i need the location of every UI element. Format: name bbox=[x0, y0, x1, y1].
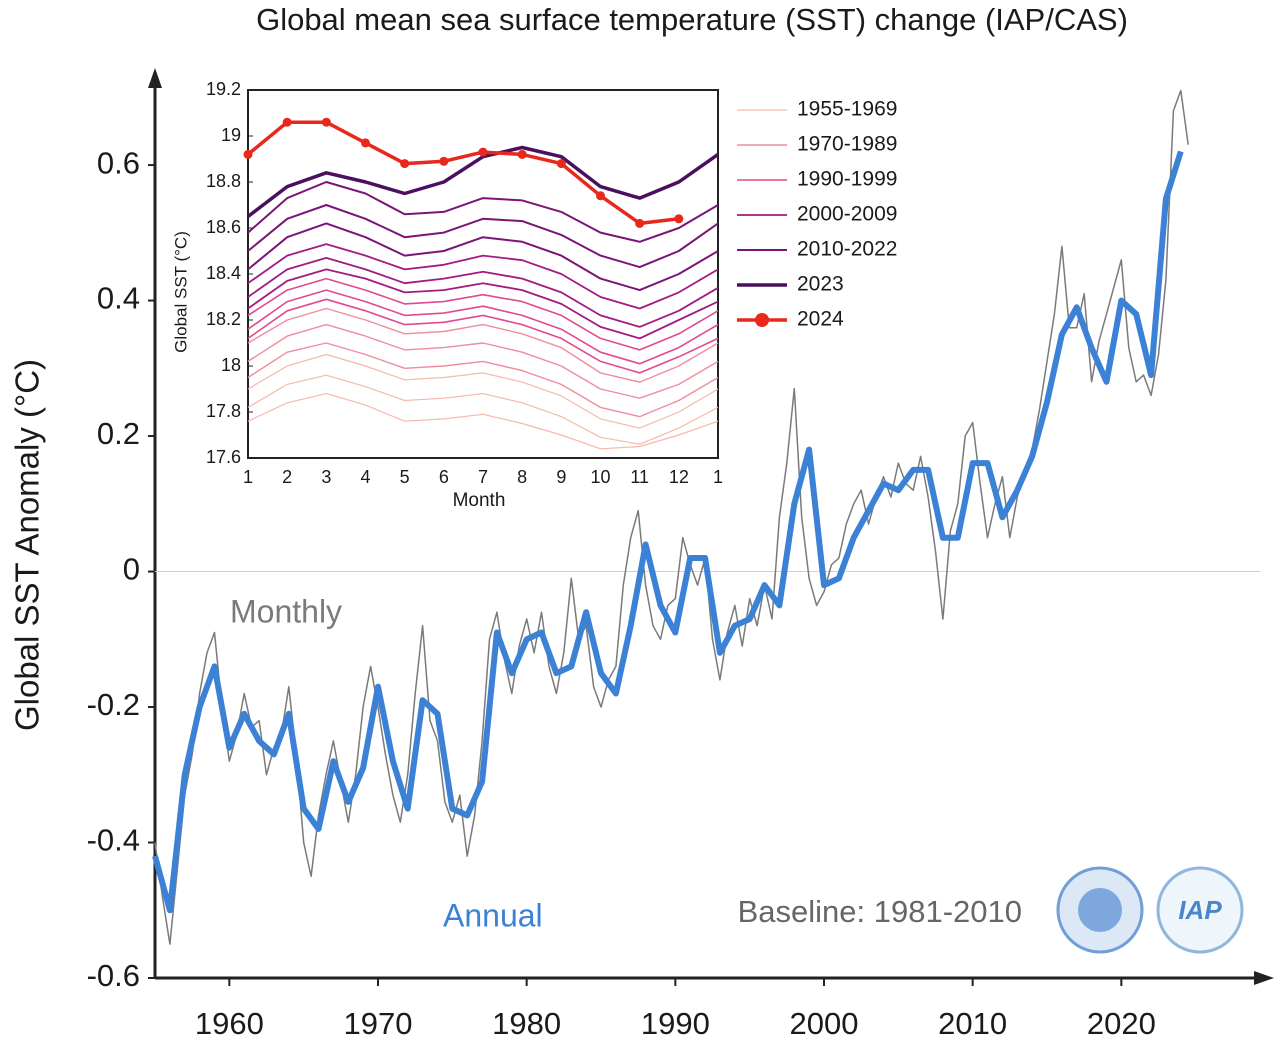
y-axis-arrow bbox=[148, 68, 162, 88]
chart-title: Global mean sea surface temperature (SST… bbox=[256, 2, 1128, 37]
series-line bbox=[247, 342, 719, 418]
series-line bbox=[247, 257, 719, 328]
series-label: Monthly bbox=[230, 593, 342, 629]
series-line bbox=[154, 89, 1189, 945]
series-line bbox=[247, 181, 719, 243]
y-tick-label: 0.4 bbox=[97, 281, 140, 316]
inset-marker bbox=[400, 159, 410, 169]
series-line bbox=[247, 393, 719, 450]
series-line bbox=[247, 323, 719, 399]
series-line bbox=[247, 353, 719, 429]
series-label: Annual bbox=[443, 897, 543, 933]
inset-y-tick-label: 18 bbox=[221, 355, 241, 375]
iap-logo-text: IAP bbox=[1178, 895, 1222, 925]
logos: IAP bbox=[1056, 866, 1244, 954]
x-tick-label: 1970 bbox=[344, 1006, 413, 1041]
cas-logo-center bbox=[1078, 888, 1122, 932]
series-line bbox=[246, 145, 720, 218]
x-tick-label: 2000 bbox=[790, 1006, 859, 1041]
inset-x-tick-label: 5 bbox=[400, 467, 410, 487]
inset-y-tick-label: 19 bbox=[221, 125, 241, 145]
y-tick-label: -0.6 bbox=[87, 958, 140, 993]
inset-marker bbox=[321, 117, 331, 127]
x-tick-label: 2010 bbox=[938, 1006, 1007, 1041]
series-line bbox=[247, 243, 719, 310]
inset-frame bbox=[247, 89, 719, 459]
series-line bbox=[152, 150, 1184, 914]
inset-marker bbox=[517, 149, 527, 159]
y-tick-label: 0.6 bbox=[97, 145, 140, 180]
series-line bbox=[247, 307, 719, 383]
inset-marker bbox=[596, 191, 605, 201]
inset-marker bbox=[556, 159, 566, 169]
series-line bbox=[247, 298, 719, 374]
series-line bbox=[247, 268, 719, 340]
inset-marker bbox=[439, 156, 449, 166]
legend-label: 2024 bbox=[797, 308, 844, 331]
inset-marker bbox=[478, 147, 488, 157]
iap-logo bbox=[1156, 866, 1244, 954]
legend-label: 2000-2009 bbox=[797, 203, 897, 226]
inset-x-tick-label: 4 bbox=[360, 467, 370, 487]
x-tick-label: 1990 bbox=[641, 1006, 710, 1041]
x-tick-label: 1960 bbox=[195, 1006, 264, 1041]
y-axis-label: Global SST Anomaly (°C) bbox=[9, 359, 46, 731]
inset-x-tick-label: 12 bbox=[669, 467, 689, 487]
series-line bbox=[246, 120, 680, 226]
y-tick-label: 0 bbox=[123, 552, 140, 587]
inset-x-tick-label: 3 bbox=[321, 467, 331, 487]
inset-x-tick-label: 6 bbox=[439, 467, 449, 487]
inset-marker bbox=[635, 218, 645, 228]
legend-label: 2010-2022 bbox=[797, 238, 897, 261]
legend-marker bbox=[755, 313, 769, 327]
x-tick-label: 2020 bbox=[1087, 1006, 1156, 1041]
inset-x-tick-label: 2 bbox=[282, 467, 292, 487]
series-line bbox=[247, 222, 719, 292]
x-tick-label: 1980 bbox=[492, 1006, 561, 1041]
inset-x-tick-label: 9 bbox=[556, 467, 566, 487]
legend-label: 1990-1999 bbox=[797, 168, 897, 191]
y-tick-label: 0.2 bbox=[97, 416, 140, 451]
x-axis-arrow bbox=[1254, 971, 1274, 985]
legend-label: 1970-1989 bbox=[797, 133, 897, 156]
inset-x-tick-label: 1 bbox=[243, 467, 253, 487]
inset-x-label: Month bbox=[453, 490, 506, 511]
inset-y-tick-label: 17.6 bbox=[206, 447, 241, 467]
inset-y-label: Global SST (°C) bbox=[171, 231, 190, 353]
inset-y-tick-label: 17.8 bbox=[206, 401, 241, 421]
series-line bbox=[247, 374, 719, 445]
inset-marker bbox=[243, 149, 253, 159]
inset-x-tick-label: 1 bbox=[713, 467, 723, 487]
inset-y-tick-label: 18.8 bbox=[206, 171, 241, 191]
inset-marker bbox=[282, 117, 292, 127]
series-line bbox=[247, 204, 719, 269]
inset-x-tick-label: 8 bbox=[517, 467, 527, 487]
series-line bbox=[247, 289, 719, 365]
inset-x-tick-label: 10 bbox=[590, 467, 610, 487]
y-tick-label: -0.4 bbox=[87, 823, 140, 858]
inset-x-tick-label: 11 bbox=[630, 467, 649, 487]
baseline-note: Baseline: 1981-2010 bbox=[738, 894, 1022, 929]
inset-y-tick-label: 18.2 bbox=[206, 309, 241, 329]
legend-label: 1955-1969 bbox=[797, 98, 897, 121]
inset-y-tick-label: 19.2 bbox=[206, 79, 241, 99]
y-tick-label: -0.2 bbox=[87, 687, 140, 722]
inset-marker bbox=[674, 214, 684, 224]
inset-x-tick-label: 7 bbox=[478, 467, 488, 487]
inset-y-tick-label: 18.4 bbox=[206, 263, 241, 283]
series-line bbox=[247, 277, 719, 351]
inset-marker bbox=[361, 138, 370, 148]
main-plot: -0.6 -0.4 -0.2 0 0.2 0.4 0.6 1960 1970 1980 1990 20… bbox=[87, 89, 1260, 1041]
inset-y-tick-label: 18.6 bbox=[206, 217, 241, 237]
legend-label: 2023 bbox=[797, 273, 844, 296]
